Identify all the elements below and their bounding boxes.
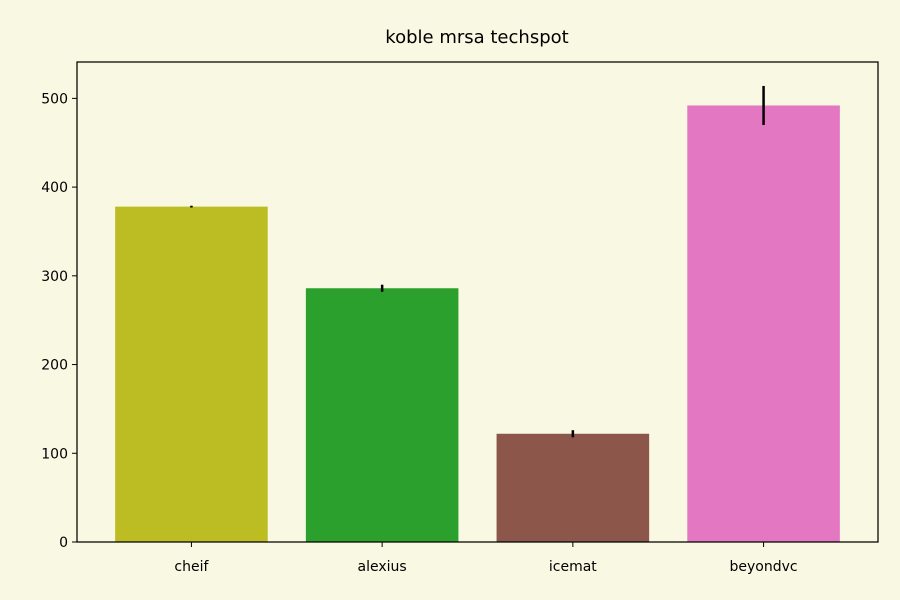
y-tick-label: 200 <box>41 358 68 374</box>
bar-alexius <box>305 288 459 542</box>
bar-cheif <box>115 206 268 542</box>
error-bars-group <box>190 85 765 438</box>
y-tick-label: 500 <box>41 91 68 107</box>
x-axis: cheif alexius icemat beyondvc <box>174 542 798 575</box>
y-tick-label: 300 <box>41 269 68 285</box>
x-tick-label: beyondvc <box>730 559 798 575</box>
y-tick-label: 100 <box>41 446 68 462</box>
x-tick-label: cheif <box>174 559 209 575</box>
bar-icemat <box>496 433 650 542</box>
chart-title: koble mrsa techspot <box>385 27 568 48</box>
y-tick-label: 400 <box>41 180 68 196</box>
plot-frame <box>76 61 879 543</box>
x-tick-label: alexius <box>358 559 407 575</box>
x-tick-label: icemat <box>549 559 597 575</box>
bars-group <box>115 105 840 543</box>
bar-beyondvc <box>687 105 840 543</box>
y-axis: 0 100 200 300 400 500 <box>41 91 77 551</box>
y-tick-label: 0 <box>59 535 68 551</box>
